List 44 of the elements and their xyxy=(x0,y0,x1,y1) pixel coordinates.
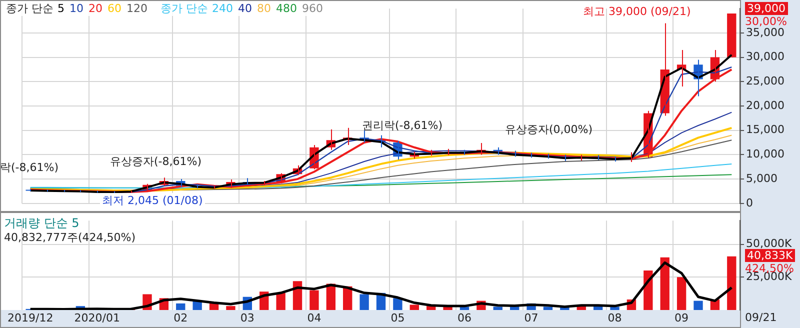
annotation: 락(-8,61%) xyxy=(0,160,58,175)
x-tick-label: 2020/01 xyxy=(74,311,120,324)
x-tick-label: 08 xyxy=(608,311,622,324)
legend-label: 960 xyxy=(302,2,323,15)
x-tick-label: 09 xyxy=(674,311,689,324)
text: 종가 단순 xyxy=(160,2,208,15)
x-tick-label: 07 xyxy=(524,311,538,324)
y-tick-label: 0 xyxy=(746,196,753,210)
text: 424,50% xyxy=(745,262,794,275)
text: 10 xyxy=(70,2,84,15)
x-tick-label: 2019/12 xyxy=(7,311,54,324)
x-tick-label: 02 xyxy=(174,311,188,324)
text: 120 xyxy=(126,2,148,15)
annotation: 유상증자(0,00%) xyxy=(505,122,593,137)
text: 480 xyxy=(276,2,297,15)
y-tick-label: 30,000 xyxy=(746,50,784,64)
legend-title: 종가 단순 xyxy=(6,2,54,15)
text: 5 xyxy=(58,2,64,15)
annotation: 유상증자(-8,61%) xyxy=(110,154,202,169)
y-tick-label: 5,000 xyxy=(746,172,778,185)
x-tick-label: 06 xyxy=(457,311,472,324)
text: 40 xyxy=(238,2,252,15)
text: 09/21 xyxy=(745,311,777,324)
y-tick-label: 15,000 xyxy=(746,123,784,136)
text: 80 xyxy=(257,2,271,15)
annotation: 권리락(-8,61%) xyxy=(362,118,442,133)
x-tick-label: 04 xyxy=(307,311,322,324)
x-tick-label: 03 xyxy=(240,311,254,324)
text: 40,833K xyxy=(745,249,795,262)
text: 60 xyxy=(108,2,122,15)
x-tick-label: 05 xyxy=(390,311,405,324)
y-tick-label: 35,000 xyxy=(746,26,784,39)
annotation: 최고 39,000 (09/21) xyxy=(583,4,691,19)
text: 240 xyxy=(212,2,233,15)
text: 40,832,777주(424,50%) xyxy=(4,230,136,245)
chart-title: 거래량 단순 5 xyxy=(4,215,80,232)
y-tick-label: 50,000K xyxy=(746,237,792,250)
y-tick-label: 25,000 xyxy=(746,74,784,88)
text: 39,000 xyxy=(745,2,788,15)
y-tick-label: 20,000 xyxy=(746,98,784,112)
annotation: 최저 2,045 (01/08) xyxy=(100,193,205,208)
text: 20 xyxy=(88,2,102,15)
text: 30,00% xyxy=(745,15,787,28)
y-tick-label: 10,000 xyxy=(746,148,784,161)
